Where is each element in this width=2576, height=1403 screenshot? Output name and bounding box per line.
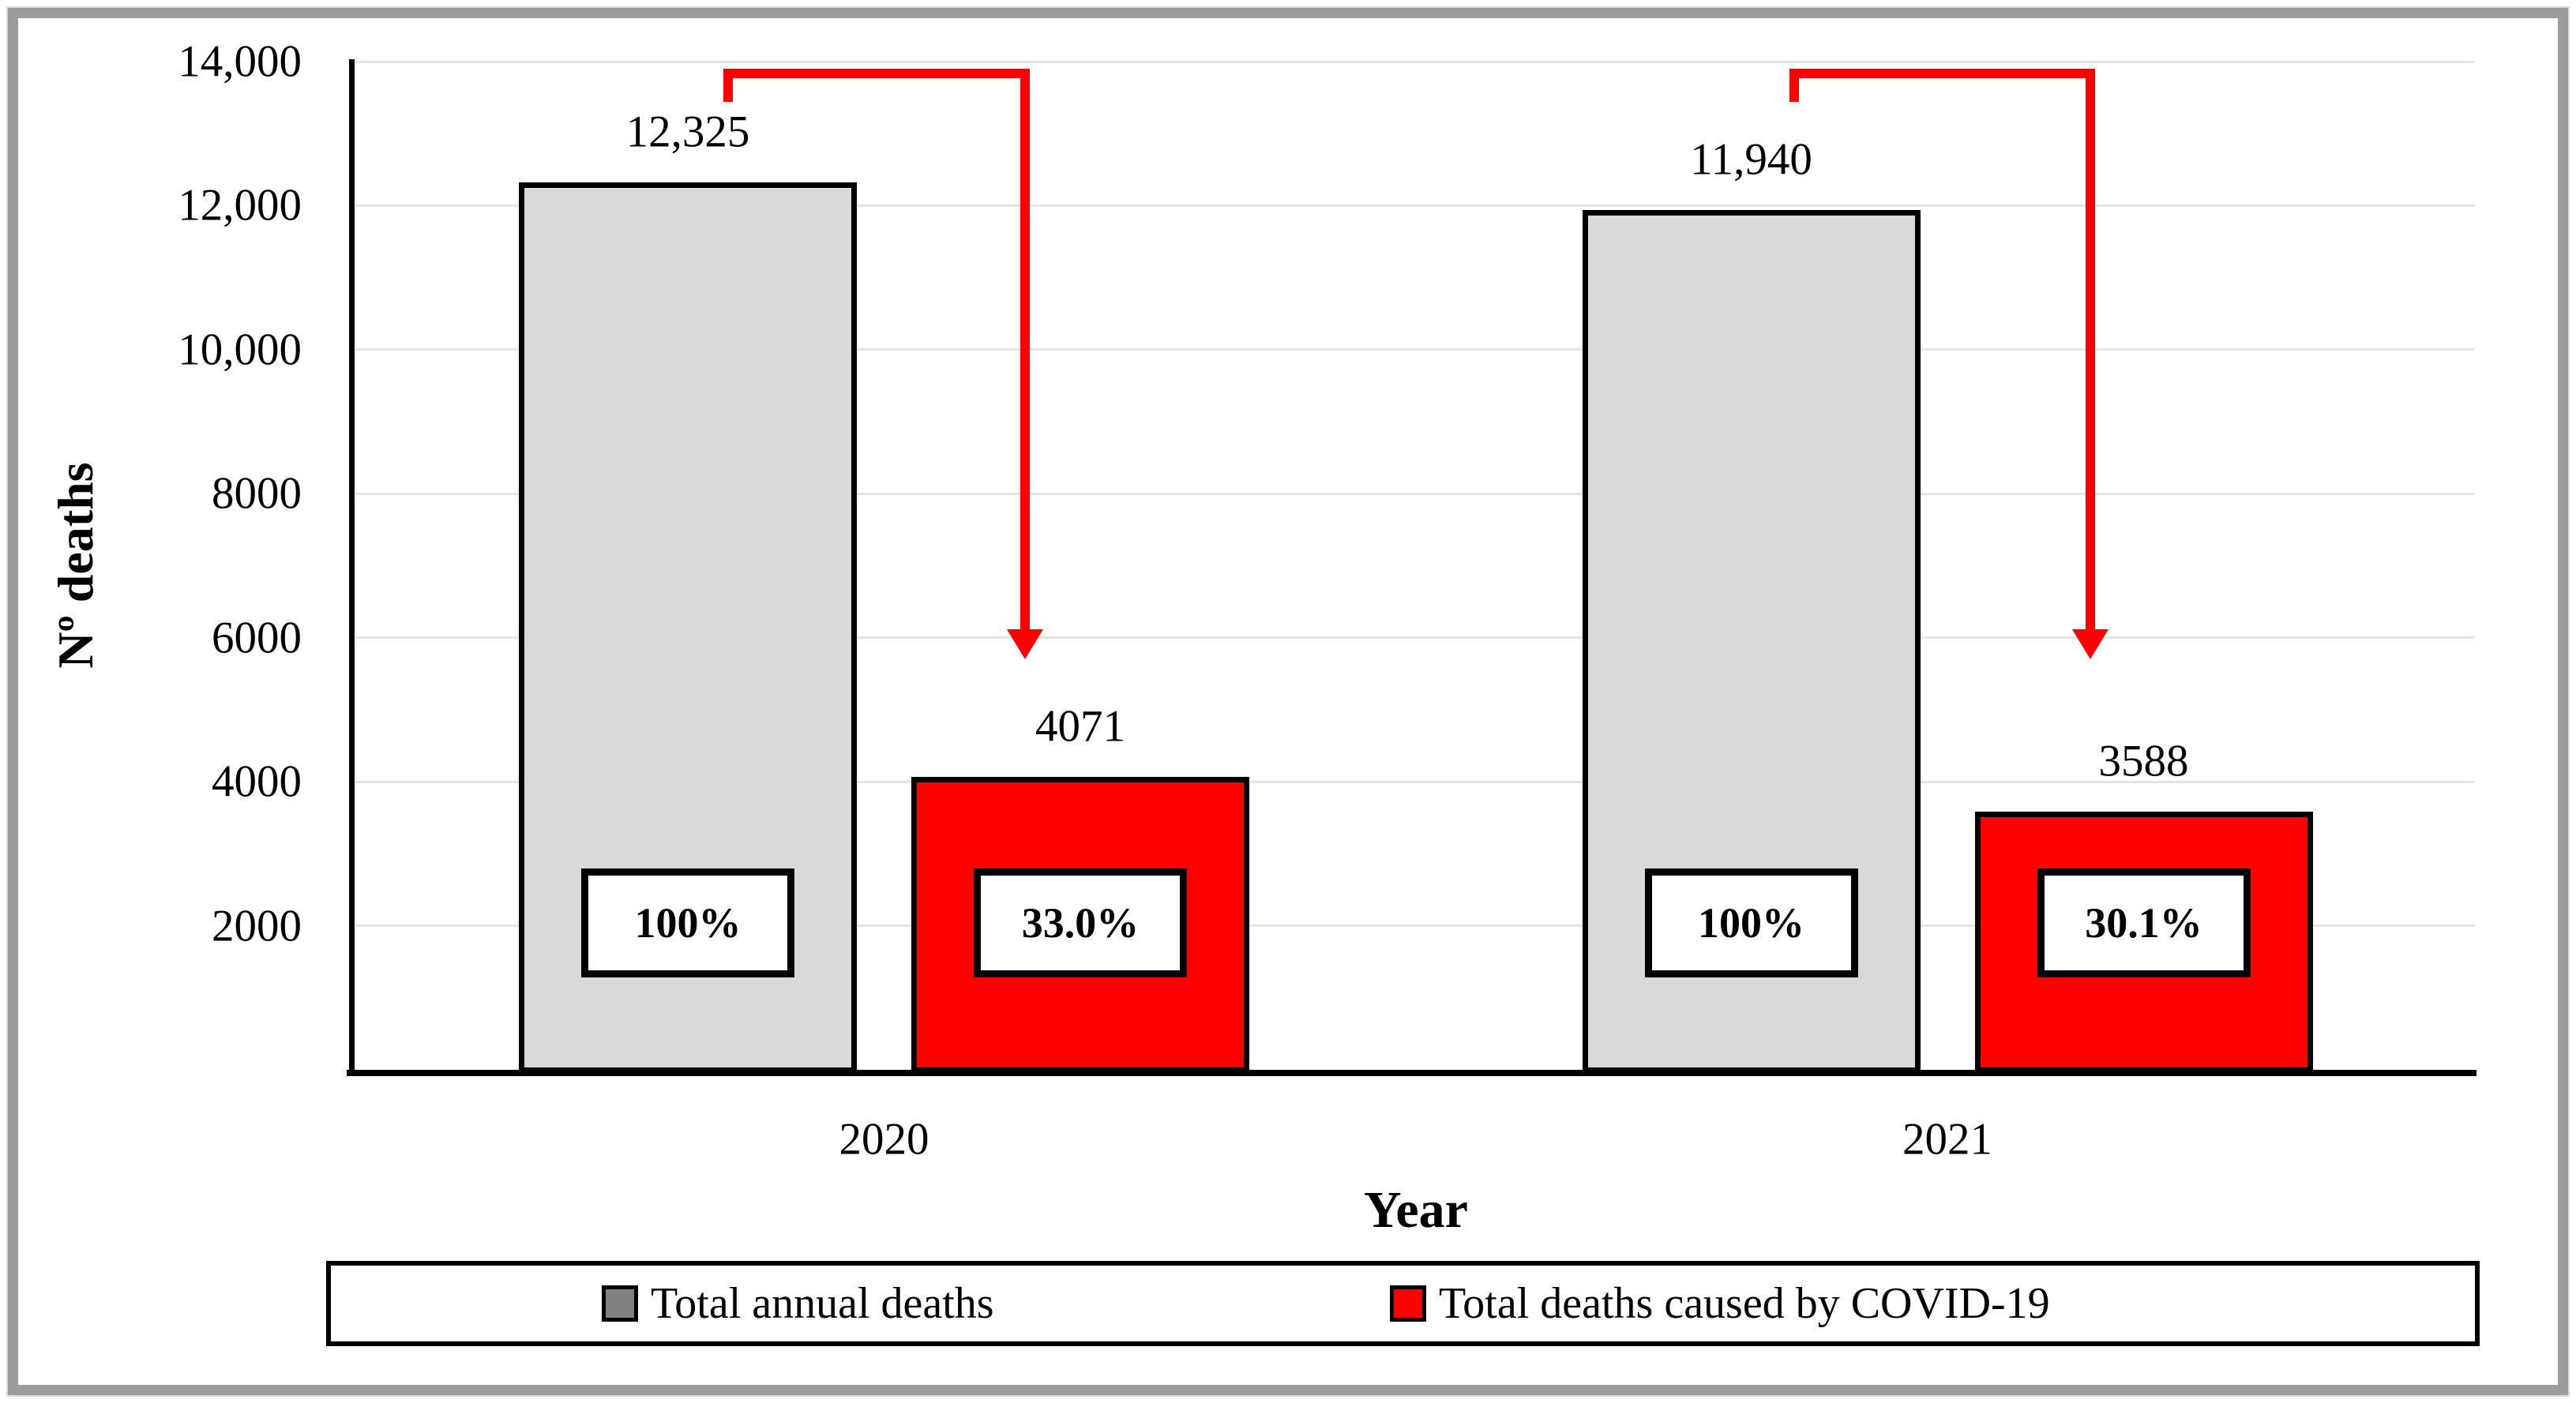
percent-box-total-2020: 100% — [581, 868, 794, 977]
y-tick-label: 8000 — [212, 468, 302, 519]
arrow-head-icon-2021 — [2072, 629, 2108, 659]
value-label-total-2020: 12,325 — [625, 107, 750, 157]
y-axis-title: Nº deaths — [47, 462, 103, 669]
red-series-swatch-icon — [1390, 1285, 1426, 1322]
percent-box-covid-2021: 30.1% — [2037, 868, 2251, 977]
gridline — [354, 925, 2474, 928]
legend-label-covid-deaths: Total deaths caused by COVID-19 — [1439, 1279, 2050, 1328]
gray-series-swatch-icon — [602, 1285, 638, 1322]
y-tick-label: 10,000 — [178, 324, 302, 375]
y-axis-line — [349, 59, 355, 1076]
value-label-covid-2021: 3588 — [2098, 736, 2189, 786]
gridline — [354, 348, 2474, 351]
y-tick-label: 2000 — [212, 901, 302, 951]
outer-frame — [8, 8, 2568, 1395]
gridline — [354, 204, 2474, 207]
percent-box-total-2021: 100% — [1644, 868, 1858, 977]
percent-box-covid-2020: 33.0% — [974, 868, 1187, 977]
arrow-horizontal-2020 — [723, 69, 1030, 78]
value-label-total-2021: 11,940 — [1690, 134, 1812, 185]
arrow-vertical-2020 — [1020, 69, 1030, 629]
legend-label-total-annual-deaths: Total annual deaths — [651, 1279, 994, 1328]
gridline — [354, 780, 2474, 783]
x-tick-label-2021: 2021 — [1902, 1114, 1992, 1165]
y-tick-label: 4000 — [212, 756, 302, 807]
arrow-vertical-2021 — [2086, 69, 2095, 629]
gridline — [354, 492, 2474, 495]
value-label-covid-2020: 4071 — [1035, 701, 1125, 752]
arrow-horizontal-2021 — [1789, 69, 2095, 78]
arrow-head-icon-2020 — [1007, 629, 1043, 659]
y-tick-label: 6000 — [212, 613, 302, 663]
y-tick-label: 14,000 — [178, 36, 302, 87]
y-tick-label: 12,000 — [178, 180, 302, 231]
legend-entry-total-annual-deaths: Total annual deaths — [602, 1281, 994, 1326]
gridline — [354, 636, 2474, 640]
x-tick-label-2020: 2020 — [839, 1114, 929, 1165]
legend-box: Total annual deaths Total deaths caused … — [326, 1261, 2480, 1346]
x-axis-title: Year — [1364, 1181, 1468, 1239]
x-axis-line — [347, 1070, 2476, 1076]
gridline — [354, 60, 2474, 63]
legend-entry-covid-deaths: Total deaths caused by COVID-19 — [1390, 1281, 2050, 1326]
